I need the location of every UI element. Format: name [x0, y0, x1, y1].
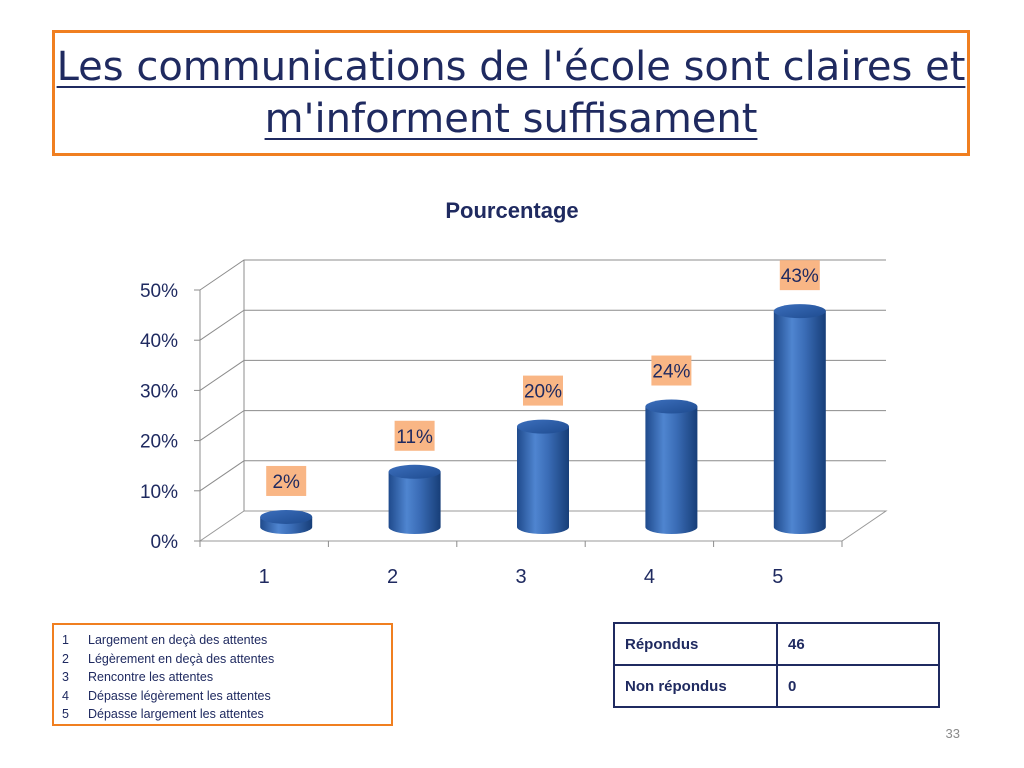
data-label-text: 20% — [524, 382, 562, 403]
x-tick-label: 4 — [644, 566, 655, 588]
y-tick-label: 10% — [140, 482, 178, 503]
legend-item: 2 Légèrement en deçà des attentes — [62, 650, 383, 669]
bar-body — [773, 311, 826, 534]
bar-top — [645, 399, 698, 414]
legend-text: Dépasse largement les attentes — [88, 707, 264, 721]
response-stats-table: Répondus 46 Non répondus 0 — [613, 622, 940, 708]
legend-text: Rencontre les attentes — [88, 670, 214, 684]
bar — [260, 509, 313, 534]
x-tick-label: 3 — [515, 566, 526, 588]
data-label: 24% — [651, 355, 692, 386]
stats-label: Non répondus — [613, 664, 778, 708]
data-label: 11% — [394, 420, 435, 451]
bar — [388, 464, 441, 534]
chart-labels: 1 2% 2 11% 3 20% 4 24% 5 43% — [259, 260, 820, 588]
y-tick-label: 20% — [140, 432, 178, 453]
x-tick-label: 5 — [772, 566, 783, 588]
data-label-bg — [266, 465, 307, 496]
legend-item: 5 Dépasse largement les attentes — [62, 705, 383, 724]
data-label-text: 43% — [781, 266, 819, 287]
data-label: 43% — [779, 260, 820, 291]
page-number: 33 — [945, 726, 960, 741]
bar — [773, 304, 826, 534]
y-tick-label: 50% — [140, 281, 178, 302]
data-label-text: 2% — [272, 472, 300, 493]
title-box: Les communications de l'école sont clair… — [52, 30, 970, 156]
legend-number: 4 — [62, 688, 69, 703]
data-label-bg — [779, 260, 820, 291]
x-tick-label: 2 — [387, 566, 398, 588]
bar-top — [388, 464, 441, 479]
legend-number: 1 — [62, 633, 69, 647]
stats-label: Répondus — [613, 622, 778, 666]
table-row: Répondus 46 — [613, 622, 940, 666]
data-label: 20% — [523, 375, 563, 406]
data-label-text: 24% — [652, 362, 690, 383]
legend-number: 3 — [62, 670, 69, 684]
chart-floor — [198, 510, 888, 542]
y-tick-label: 0% — [151, 532, 179, 553]
bar-body — [645, 406, 698, 534]
legend-item: 1 Largement en deçà des attentes — [62, 631, 383, 650]
data-label-text: 11% — [396, 427, 433, 448]
data-label-bg — [394, 420, 435, 451]
legend-item: 3 Rencontre les attentes — [62, 668, 383, 687]
x-tick-label: 1 — [259, 566, 270, 588]
stats-value: 46 — [776, 622, 940, 666]
legend-number: 2 — [62, 651, 69, 666]
chart-bars — [260, 304, 826, 534]
data-label-bg — [651, 355, 692, 386]
y-tick-label: 30% — [140, 381, 178, 402]
bar-body — [517, 426, 569, 534]
table-row: Non répondus 0 — [613, 664, 940, 708]
bar — [645, 399, 698, 534]
chart-title: Pourcentage — [445, 198, 578, 223]
legend-text: Légèrement en deçà des attentes — [88, 651, 275, 666]
bar-top — [773, 304, 826, 319]
bar-top — [517, 419, 569, 434]
legend-text: Largement en deçà des attentes — [88, 633, 268, 647]
y-tick-label: 40% — [140, 331, 178, 352]
bar-body — [388, 471, 441, 534]
data-label-bg — [523, 375, 563, 406]
legend-box: 1 Largement en deçà des attentes 2 Légèr… — [52, 623, 393, 726]
data-label: 2% — [266, 465, 307, 496]
legend-text: Dépasse légèrement les attentes — [88, 688, 271, 703]
bar — [517, 419, 569, 534]
legend-number: 5 — [62, 707, 69, 721]
bar-chart: Pourcentage 0% 10% 20% 30% 40% 50% 1 2% 2 11% 3 20… — [140, 198, 888, 588]
slide-title: Les communications de l'école sont clair… — [56, 44, 966, 142]
stats-value: 0 — [776, 664, 940, 708]
legend-item: 4 Dépasse légèrement les attentes — [62, 687, 383, 706]
bar-top — [260, 509, 313, 524]
